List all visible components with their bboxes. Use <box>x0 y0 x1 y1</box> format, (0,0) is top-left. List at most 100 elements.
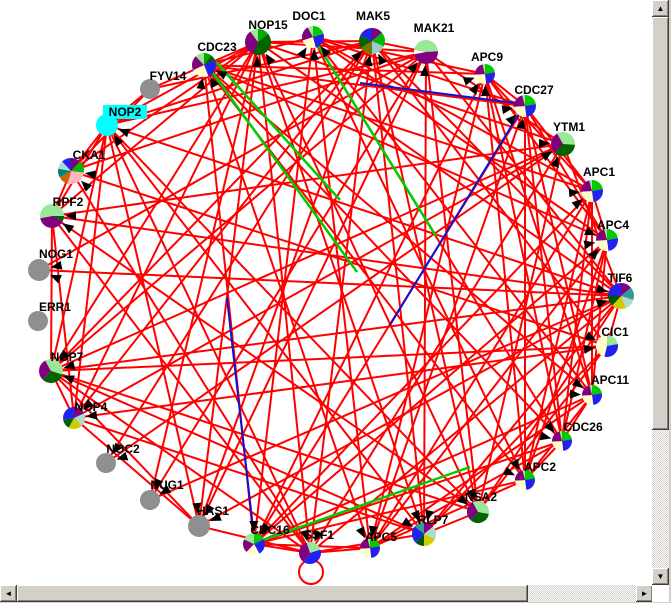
node-APC1[interactable] <box>581 180 604 202</box>
node-CDC23[interactable] <box>192 53 216 78</box>
edge-red-APC9-CDC16 <box>253 73 486 545</box>
edge-arrowhead <box>550 156 559 169</box>
node-MAK5[interactable] <box>359 28 386 54</box>
edge-red-NOP15-YTM1 <box>257 41 564 145</box>
node-pie-slice <box>254 533 264 544</box>
edge-red-MAK21-CKA1 <box>70 51 427 172</box>
horizontal-scrollbar[interactable]: ◄ ► <box>0 585 653 602</box>
node-NOP15[interactable] <box>245 29 271 55</box>
edge-red-MAK5-NOP4 <box>73 40 373 419</box>
node-RLP7[interactable] <box>411 522 436 546</box>
edge-red-MAK21-TIF6 <box>425 51 622 297</box>
node-APC11[interactable] <box>582 385 602 405</box>
edge-red-NOP15-NUG1 <box>149 41 259 501</box>
node-APC2[interactable] <box>515 470 535 490</box>
node-pie-slice <box>242 539 254 553</box>
node-pie-slice <box>250 29 258 42</box>
node-circle <box>28 311 48 331</box>
node-pie-slice <box>596 240 609 251</box>
node-SSF1[interactable] <box>299 542 321 564</box>
node-TIF6[interactable] <box>607 283 634 309</box>
node-APC5[interactable] <box>360 538 380 558</box>
node-NOG1[interactable] <box>28 259 50 281</box>
node-pie-slice <box>52 204 64 216</box>
edge-red-YTM1-NOC2 <box>105 143 564 464</box>
node-pie-slice <box>360 538 370 549</box>
node-pie-slice <box>258 29 269 42</box>
vertical-scroll-thumb[interactable] <box>652 17 669 430</box>
up-arrow-icon: ▲ <box>656 3 665 13</box>
node-pie-slice <box>525 470 535 480</box>
edge-red-CDC23-CDC26 <box>203 64 563 442</box>
node-NOP2[interactable] <box>96 114 118 136</box>
node-YTM1[interactable] <box>551 132 575 156</box>
edge-arrowhead <box>62 223 75 234</box>
node-pie-slice <box>467 502 478 521</box>
node-NOC2[interactable] <box>96 453 116 473</box>
edge-arrowhead <box>265 53 276 66</box>
node-pie-slice <box>424 526 436 540</box>
edge-red-CIC1-NOP4 <box>73 345 608 419</box>
node-CKA1[interactable] <box>58 158 84 184</box>
scroll-up-button[interactable]: ▲ <box>652 0 669 17</box>
node-label-MAK21: MAK21 <box>414 21 455 35</box>
edge-red-MAK5-NOP7 <box>50 40 373 372</box>
node-HAS1[interactable] <box>188 515 210 537</box>
node-NOP4[interactable] <box>63 407 85 429</box>
node-pie-slice <box>552 441 564 451</box>
edge-red-MAK5-NOC2 <box>105 40 373 464</box>
node-CDC26[interactable] <box>552 431 572 451</box>
node-pie-slice <box>608 283 621 296</box>
node-MAK21[interactable] <box>414 40 438 64</box>
horizontal-scroll-thumb[interactable] <box>17 585 528 602</box>
edge-red-YTM1-RPF2 <box>51 143 564 217</box>
edge-arrowhead <box>82 399 94 410</box>
scrollbar-corner <box>652 585 671 603</box>
network-canvas[interactable]: CDC23 NOP15 DOC1 MAK5 MAK21 APC9 CDC27 YTM1 APC1… <box>0 0 653 585</box>
vertical-scrollbar[interactable]: ▲ ▼ <box>652 0 669 585</box>
node-pie-slice <box>313 33 324 48</box>
node-CDC16[interactable] <box>242 533 265 555</box>
node-NOP7[interactable] <box>38 359 63 384</box>
node-pie-slice <box>42 371 63 384</box>
node-DOC1[interactable] <box>302 26 324 49</box>
edge-red-TIF6-NOP7 <box>50 295 622 372</box>
node-label-NOP2: NOP2 <box>109 105 142 119</box>
edge-arrowhead <box>505 114 517 126</box>
node-APC9[interactable] <box>475 64 496 85</box>
edge-arrowhead <box>314 530 323 542</box>
edge-arrowhead <box>249 520 259 533</box>
node-CDC27[interactable] <box>514 95 536 117</box>
node-pie-slice <box>59 171 71 184</box>
node-pie-slice <box>359 35 372 48</box>
node-ERR1[interactable] <box>28 311 48 331</box>
node-label-NOC2: NOC2 <box>106 442 140 456</box>
edge-red-NOP15-NOP4 <box>73 41 259 419</box>
node-pie-slice <box>40 216 63 228</box>
node-label-highlight <box>103 105 147 119</box>
node-APC4[interactable] <box>596 229 618 251</box>
scroll-left-button[interactable]: ◄ <box>0 585 17 602</box>
edge-arrowhead <box>588 248 599 261</box>
edge-arrowhead <box>540 151 553 162</box>
node-FYV14[interactable] <box>140 79 160 99</box>
scroll-down-button[interactable]: ▼ <box>652 568 669 585</box>
node-NUG1[interactable] <box>140 490 160 510</box>
edge-arrowhead <box>205 503 215 516</box>
node-label-CDC27: CDC27 <box>514 83 554 97</box>
node-pie-slice <box>52 216 64 222</box>
edge-red-NOP2-HAS1 <box>106 124 200 527</box>
scroll-right-button[interactable]: ► <box>636 585 653 602</box>
node-pie-slice <box>372 28 383 41</box>
edge-red-CDC26-CDC16 <box>253 440 563 545</box>
edge-arrowhead <box>351 50 363 62</box>
node-label-TIF6: TIF6 <box>608 271 633 285</box>
edge-arrowhead <box>320 46 332 58</box>
node-RPF2[interactable] <box>39 204 64 228</box>
edge-red-MAK21-YTM1 <box>425 51 564 145</box>
node-pie-slice <box>204 55 215 65</box>
node-CIC1[interactable] <box>595 335 619 358</box>
node-label-DOC1: DOC1 <box>292 9 326 23</box>
node-NSA2[interactable] <box>467 501 489 524</box>
node-label-NOP4: NOP4 <box>75 400 108 414</box>
